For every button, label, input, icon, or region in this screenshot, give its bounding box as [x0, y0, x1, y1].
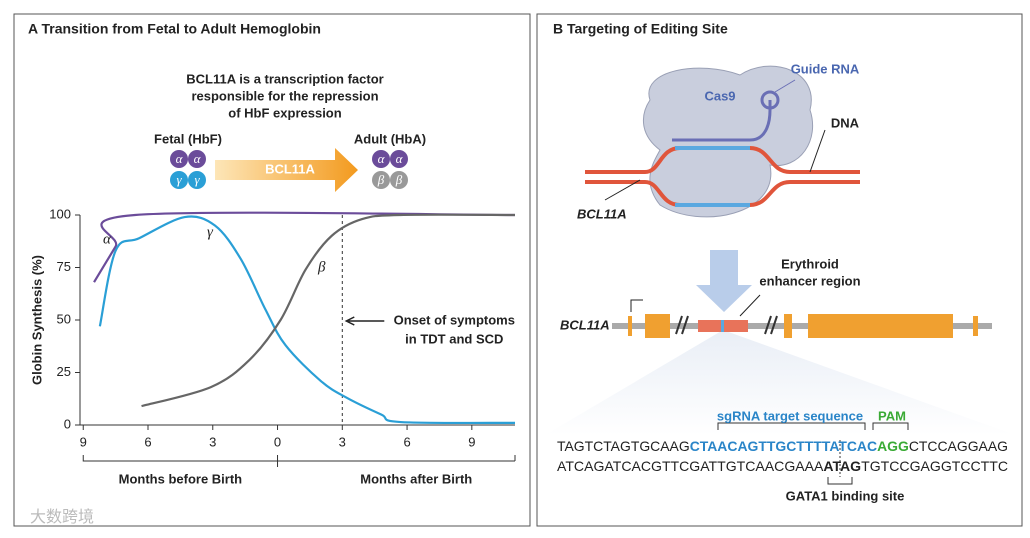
group-label: Months after Birth	[360, 471, 472, 486]
x-tick-label: 3	[339, 434, 346, 449]
dna-label: DNA	[831, 115, 860, 130]
series-line	[141, 213, 516, 408]
zoom-fan	[545, 330, 1015, 435]
seq-gata1: ATAG	[823, 458, 861, 474]
chain-label: α	[396, 151, 404, 166]
guide-rna-label: Guide RNA	[791, 61, 860, 76]
caption: BCL11A is a transcription factor	[186, 71, 383, 86]
x-tick-label: 9	[80, 434, 87, 449]
chain	[170, 150, 188, 168]
chain	[390, 150, 408, 168]
exon	[808, 314, 953, 338]
break	[675, 315, 778, 335]
cas9-label: Cas9	[704, 88, 735, 103]
panel-b-art	[545, 65, 1015, 485]
exon	[645, 314, 670, 338]
bottom-strand: ATCAGATCACGTTCGATTGTCAACGAAAATAGTGTCCGAG…	[557, 458, 1008, 474]
fetal-label: Fetal (HbF)	[154, 131, 222, 146]
chain	[390, 171, 408, 189]
series-line	[98, 215, 516, 425]
sgrna-label: sgRNA target sequence	[717, 408, 863, 423]
x-tick-label: 3	[209, 434, 216, 449]
y-tick-label: 25	[57, 364, 71, 379]
chain-label: α	[378, 151, 386, 166]
chain	[170, 171, 188, 189]
y-tick-label: 0	[64, 416, 71, 431]
down-arrow	[696, 250, 752, 312]
enhancer-label: Erythroid	[781, 256, 839, 271]
chain-label: β	[377, 172, 385, 187]
group-label: Months before Birth	[119, 471, 243, 486]
caption: of HbF expression	[228, 105, 341, 120]
y-tick-label: 75	[57, 259, 71, 274]
header-a: BCL11A is a transcription factor respons…	[154, 71, 426, 192]
gene-label: BCL11A	[577, 206, 627, 221]
seq-target: CTAACAGTTGCTTTTATCAC	[690, 438, 877, 454]
panel-b-title: B Targeting of Editing Site	[553, 21, 728, 37]
guide-rna	[672, 100, 772, 142]
watermark: 大数跨境	[30, 507, 94, 526]
chain-label: α	[194, 151, 202, 166]
x-tick-label: 6	[403, 434, 410, 449]
gene-label: BCL11A	[560, 317, 610, 332]
arrow	[215, 148, 358, 192]
series-label: β	[317, 259, 326, 275]
chain	[188, 150, 206, 168]
panel-a-frame	[13, 13, 531, 527]
leader	[809, 129, 826, 173]
bracket	[82, 455, 516, 467]
exon	[628, 316, 632, 336]
leader	[604, 179, 641, 201]
leader	[739, 294, 761, 317]
annotation: Onset of symptoms	[394, 312, 515, 327]
caption: responsible for the repression	[191, 88, 378, 103]
edit-site	[721, 320, 724, 332]
onset-arrow	[344, 316, 385, 326]
x-tick-label: 6	[144, 434, 151, 449]
chain	[372, 171, 390, 189]
guide-rna-loop	[760, 90, 780, 110]
series-label: α	[103, 231, 112, 247]
exon	[973, 316, 978, 336]
y-tick-label: 100	[49, 206, 71, 221]
series-label: γ	[207, 224, 214, 240]
promoter	[630, 299, 643, 312]
chain	[372, 150, 390, 168]
seq: ATCAGATCACGTTCGATTGTCAACGAAA	[557, 458, 824, 474]
x-tick-label: 0	[274, 434, 281, 449]
adult-label: Adult (HbA)	[354, 131, 426, 146]
panel-a-title: A Transition from Fetal to Adult Hemoglo…	[28, 21, 321, 37]
bracket	[827, 477, 853, 485]
x-tick-label: 9	[468, 434, 475, 449]
chain-label: γ	[194, 172, 200, 187]
enhancer-label: enhancer region	[759, 273, 860, 288]
chain-label: α	[176, 151, 184, 166]
y-axis-label: Globin Synthesis (%)	[29, 255, 44, 385]
chain-label: γ	[176, 172, 182, 187]
seq-pam: AGG	[877, 438, 909, 454]
top-strand: TAGTCTAGTGCAAGCTAACAGTTGCTTTTATCACAGGCTC…	[557, 438, 1008, 454]
y-tick-label: 50	[57, 311, 71, 326]
seq: TGTCCGAGGTCCTTC	[861, 458, 1008, 474]
chain	[188, 171, 206, 189]
seq: TAGTCTAGTGCAAG	[557, 438, 690, 454]
bracket	[717, 422, 909, 430]
leader	[774, 79, 796, 93]
series-line	[93, 211, 516, 283]
annotation: in TDT and SCD	[405, 331, 503, 346]
seq: CTCCAGGAAG	[909, 438, 1008, 454]
exon	[784, 314, 792, 338]
arrow-label: BCL11A	[265, 161, 315, 176]
chain-label: β	[395, 172, 403, 187]
pam-label: PAM	[878, 408, 906, 423]
gata1-label: GATA1 binding site	[786, 488, 905, 503]
